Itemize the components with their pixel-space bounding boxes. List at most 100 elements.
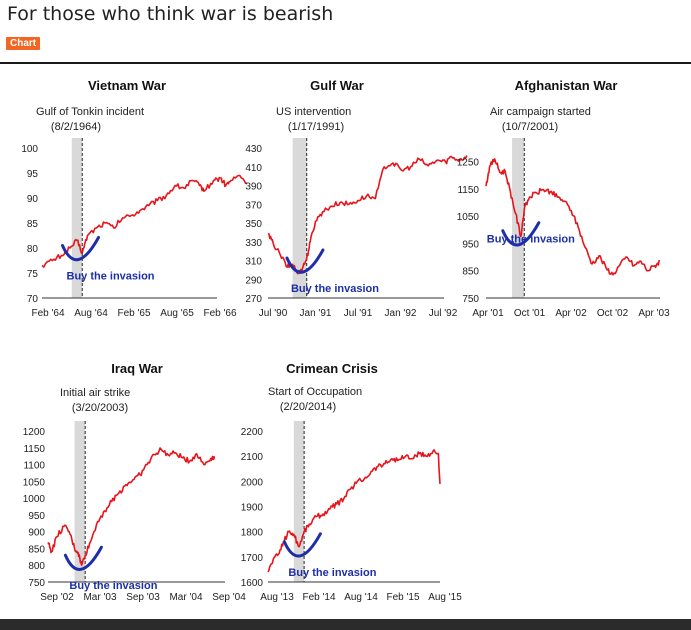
y-tick-label: 100	[21, 144, 38, 155]
y-tick-label: 350	[245, 219, 262, 230]
price-series-line	[47, 447, 216, 566]
event-shade	[74, 421, 86, 582]
x-tick-label: Jul '90	[259, 308, 288, 319]
x-tick-label: Jan '91	[300, 308, 332, 319]
event-shade	[512, 138, 525, 298]
chart-panels: 100 95 90 85 80 75 70 Feb '64 Aug '64 Feb '65 Aug …	[21, 78, 670, 603]
x-tick-label: Feb '15	[386, 592, 419, 603]
buy-the-dip-curve	[501, 221, 541, 247]
x-tick-label: Oct '02	[597, 308, 629, 319]
buy-the-dip-curve	[285, 248, 325, 274]
event-date-label: (8/2/1964)	[51, 121, 101, 133]
y-tick-label: 1700	[241, 553, 264, 564]
x-tick-label: Feb '14	[302, 592, 335, 603]
chart-title: Afghanistan War	[515, 78, 618, 93]
event-label: Gulf of Tonkin incident	[36, 106, 144, 118]
y-tick-label: 90	[27, 194, 39, 205]
x-tick-label: Apr '02	[555, 308, 587, 319]
header-divider	[0, 62, 691, 64]
y-tick-label: 370	[245, 200, 262, 211]
y-tick-label: 1150	[23, 444, 45, 455]
x-tick-label: Aug '13	[260, 592, 294, 603]
y-tick-label: 95	[27, 169, 39, 180]
y-tick-label: 750	[28, 578, 45, 589]
event-label: US intervention	[276, 106, 351, 118]
chart-panel-4: 1200 1150 1100 1050 1000 950 900 850 800 750 Sep '…	[23, 361, 246, 603]
event-date-label: (2/20/2014)	[280, 401, 336, 413]
x-tick-label: Aug '65	[160, 308, 194, 319]
buy-the-dip-curve	[282, 532, 322, 558]
x-tick-label: Sep '02	[40, 592, 74, 603]
event-date-label: (10/7/2001)	[502, 121, 558, 133]
bottom-bar	[0, 619, 691, 630]
y-tick-label: 1250	[457, 158, 480, 169]
buy-the-dip-curve	[61, 236, 100, 262]
x-tick-label: Aug '14	[344, 592, 378, 603]
buy-the-invasion-label: Buy the invasion	[69, 580, 157, 592]
y-tick-label: 1800	[241, 528, 264, 539]
x-tick-label: Feb '64	[31, 308, 64, 319]
x-tick-label: Jan '92	[385, 308, 417, 319]
y-tick-label: 1050	[23, 477, 46, 488]
y-tick-label: 75	[27, 269, 39, 280]
buy-the-invasion-label: Buy the invasion	[291, 283, 379, 295]
buy-the-dip-curve	[63, 545, 103, 571]
x-tick-label: Sep '03	[126, 592, 160, 603]
y-tick-label: 950	[28, 511, 45, 522]
event-label: Initial air strike	[60, 387, 130, 399]
price-series-line	[267, 449, 441, 573]
page-title: For those who think war is bearish	[7, 3, 334, 25]
x-tick-label: Mar '03	[83, 592, 116, 603]
y-tick-label: 430	[245, 144, 262, 155]
y-tick-label: 1050	[457, 212, 480, 223]
event-shade	[71, 138, 83, 298]
y-tick-label: 950	[462, 239, 479, 250]
event-label: Air campaign started	[490, 106, 591, 118]
event-date-label: (3/20/2003)	[72, 402, 128, 414]
x-tick-label: Aug '15	[428, 592, 462, 603]
x-tick-label: Sep '04	[212, 592, 246, 603]
price-series-line	[485, 158, 661, 276]
y-tick-label: 2100	[241, 452, 264, 463]
chart-title: Iraq War	[111, 361, 163, 376]
y-tick-label: 2000	[241, 477, 264, 488]
x-tick-label: Apr '01	[472, 308, 504, 319]
x-tick-label: Feb '65	[117, 308, 150, 319]
y-tick-label: 1100	[23, 461, 45, 472]
event-date-label: (1/17/1991)	[288, 121, 344, 133]
x-tick-label: Mar '04	[169, 592, 202, 603]
chart-panel-5: 2200 2100 2000 1900 1800 1700 1600 Aug '13 Feb '…	[241, 361, 462, 603]
event-label: Start of Occupation	[268, 386, 362, 398]
y-tick-label: 80	[27, 244, 39, 255]
chart-title: Vietnam War	[88, 78, 166, 93]
y-tick-label: 290	[245, 275, 262, 286]
y-tick-label: 850	[462, 267, 479, 278]
buy-the-invasion-label: Buy the invasion	[487, 234, 575, 246]
x-tick-label: Jul '91	[344, 308, 373, 319]
y-tick-label: 410	[245, 163, 262, 174]
y-tick-label: 1150	[457, 185, 479, 196]
x-tick-label: Feb '66	[203, 308, 236, 319]
y-tick-label: 1000	[23, 494, 46, 505]
x-tick-label: Oct '01	[514, 308, 546, 319]
chart-panel-1: 100 95 90 85 80 75 70 Feb '64 Aug '64 Feb '65 Aug …	[21, 78, 247, 319]
y-tick-label: 330	[245, 238, 262, 249]
event-shade	[292, 138, 307, 298]
chart-title: Gulf War	[310, 78, 364, 93]
chart-panel-2: 430 410 390 370 350 330 310 290 270 Jul '90 Jan '9…	[245, 78, 468, 319]
chart-badge[interactable]: Chart	[6, 37, 41, 50]
chart-panel-3: 1250 1150 1050 950 850 750 Apr '01 Oct '01 Apr '…	[457, 78, 670, 319]
y-tick-label: 1900	[241, 503, 264, 514]
buy-the-invasion-label: Buy the invasion	[67, 271, 155, 283]
chart-title: Crimean Crisis	[286, 361, 378, 376]
y-tick-label: 390	[245, 182, 262, 193]
y-tick-label: 750	[462, 294, 479, 305]
y-tick-label: 850	[28, 544, 45, 555]
price-series-line	[41, 174, 247, 268]
buy-the-invasion-label: Buy the invasion	[288, 567, 376, 579]
y-tick-label: 800	[28, 561, 45, 572]
y-tick-label: 1200	[23, 427, 46, 438]
y-tick-label: 2200	[241, 427, 264, 438]
y-tick-label: 310	[245, 257, 262, 268]
